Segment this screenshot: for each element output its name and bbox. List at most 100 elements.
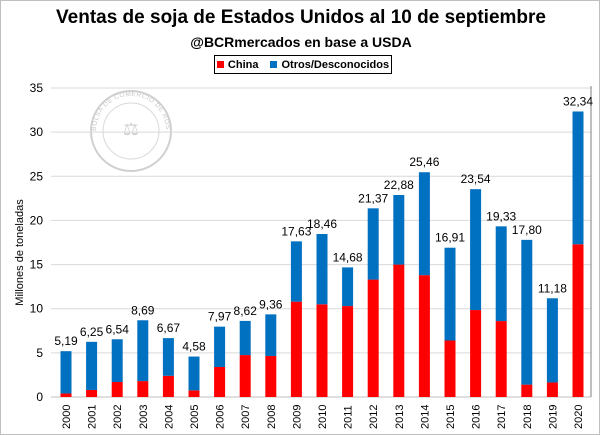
x-tick-label: 2014 — [419, 405, 431, 429]
x-tick-label: 2013 — [394, 405, 406, 429]
x-tick-label: 2015 — [445, 405, 457, 429]
x-tick-label: 2007 — [240, 405, 252, 429]
data-label: 19,33 — [486, 209, 516, 223]
bar-china — [239, 355, 251, 397]
bar-china — [214, 366, 226, 397]
x-tick-label: 2001 — [87, 405, 99, 429]
data-label: 17,63 — [281, 224, 311, 238]
data-label: 6,54 — [106, 322, 130, 336]
data-label: 14,68 — [333, 250, 363, 264]
data-label: 9,36 — [259, 297, 283, 311]
legend: China Otros/Desconocidos — [214, 55, 392, 74]
bar-otros — [521, 239, 533, 385]
x-tick-label: 2011 — [343, 405, 355, 429]
data-label: 6,25 — [80, 325, 104, 339]
x-tick-label: 2018 — [522, 405, 534, 429]
x-tick-label: 2012 — [368, 405, 380, 429]
data-label: 25,46 — [409, 155, 439, 169]
bar-china — [316, 304, 328, 397]
y-tick-label: 30 — [30, 125, 44, 139]
y-tick-label: 10 — [30, 302, 44, 316]
data-label: 32,34 — [563, 94, 593, 108]
data-label: 18,46 — [307, 217, 337, 231]
x-tick-label: 2020 — [573, 405, 585, 429]
bar-otros — [546, 298, 558, 383]
legend-swatch-otros — [270, 61, 278, 68]
data-label: 8,69 — [131, 303, 155, 317]
x-tick-label: 2010 — [317, 405, 329, 429]
x-tick-label: 2017 — [496, 405, 508, 429]
x-tick-label: 2000 — [61, 405, 73, 429]
x-tick-label: 2004 — [163, 405, 175, 429]
y-axis-label: Millones de toneladas — [14, 199, 26, 306]
bar-otros — [60, 351, 72, 394]
bar-china — [393, 264, 405, 397]
bar-otros — [188, 356, 200, 391]
legend-label: China — [227, 58, 259, 71]
bar-china — [495, 321, 507, 397]
watermark-text: BOLSA DE COMERCIO DE ROSARIO — [1, 1, 171, 131]
chart-subtitle: @BCRmercados en base a USDA — [190, 34, 412, 50]
y-tick-label: 35 — [30, 81, 44, 95]
data-label: 4,58 — [182, 340, 206, 354]
data-label: 7,97 — [208, 310, 232, 324]
chart-title: Ventas de soja de Estados Unidos al 10 d… — [56, 7, 546, 28]
x-tick-label: 2006 — [215, 405, 227, 429]
x-tick-label: 2009 — [291, 405, 303, 429]
data-label: 6,67 — [157, 321, 181, 335]
bar-otros — [367, 208, 379, 280]
bar-otros — [444, 247, 456, 341]
bar-otros — [470, 189, 482, 311]
bar-otros — [86, 341, 98, 390]
x-tick-label: 2003 — [138, 405, 150, 429]
y-tick-label: 5 — [36, 346, 43, 360]
y-tick-label: 15 — [30, 258, 44, 272]
bar-china — [86, 389, 98, 397]
data-label: 17,80 — [512, 223, 542, 237]
bar-otros — [342, 267, 354, 307]
bar-otros — [239, 320, 251, 356]
data-label: 23,54 — [461, 172, 491, 186]
data-label: 11,18 — [538, 281, 567, 295]
bar-china — [418, 275, 430, 397]
bar-china — [290, 301, 302, 397]
bar-otros — [111, 339, 123, 382]
bar-otros — [393, 195, 405, 265]
x-tick-label: 2016 — [471, 405, 483, 429]
bar-china — [342, 306, 354, 397]
bar-otros — [214, 326, 226, 367]
y-tick-label: 0 — [36, 390, 43, 404]
bar-china — [444, 340, 456, 397]
watermark-scales-icon: ⚖ — [123, 119, 139, 139]
data-label: 16,91 — [435, 231, 465, 245]
data-label: 21,37 — [358, 191, 388, 205]
data-label: 5,19 — [54, 334, 78, 348]
bar-china — [60, 393, 72, 397]
bar-china — [521, 384, 533, 397]
legend-swatch-china — [216, 61, 224, 68]
bar-china — [546, 382, 558, 397]
x-tick-label: 2019 — [547, 405, 559, 429]
bar-otros — [137, 320, 149, 382]
bar-china — [470, 310, 482, 397]
watermark-seal — [90, 90, 172, 172]
legend-item-china: China — [216, 58, 259, 71]
bar-otros — [418, 172, 430, 276]
bar-china — [265, 355, 277, 397]
watermark-seal-inner — [102, 102, 160, 160]
bar-otros — [290, 241, 302, 302]
bar-otros — [572, 111, 584, 245]
y-tick-label: 20 — [30, 213, 44, 227]
bar-otros — [162, 338, 174, 376]
bar-china — [137, 381, 149, 397]
bar-china — [111, 381, 123, 397]
x-tick-label: 2002 — [112, 405, 124, 429]
x-tick-label: 2005 — [189, 405, 201, 429]
bar-otros — [316, 234, 328, 305]
bar-china — [162, 375, 174, 397]
bar-china — [367, 279, 379, 397]
bar-otros — [265, 314, 277, 356]
bar-otros — [495, 226, 507, 322]
